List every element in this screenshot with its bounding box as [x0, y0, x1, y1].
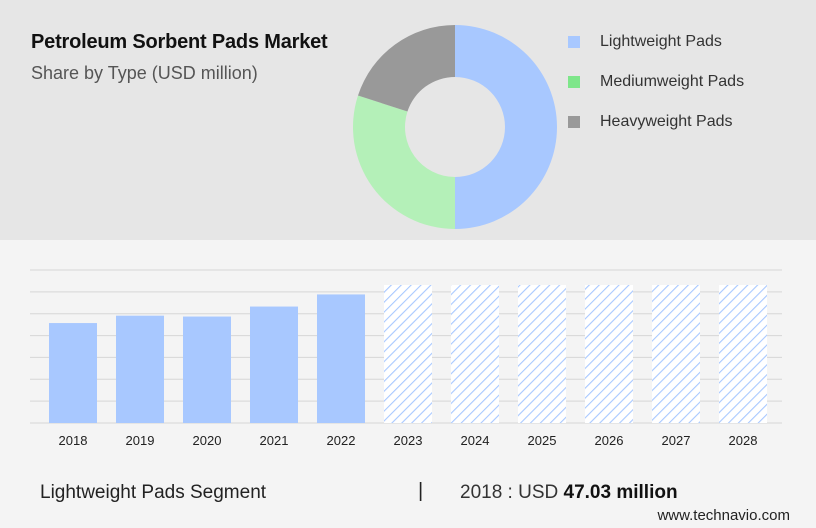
x-tick-label: 2018 — [59, 433, 88, 448]
chart-title: Petroleum Sorbent Pads Market — [31, 31, 328, 53]
donut-slice-heavyweight-pads — [357, 25, 455, 112]
chart-subtitle: Share by Type (USD million) — [31, 63, 258, 83]
footer-divider: | — [418, 480, 424, 502]
bar-2020 — [183, 316, 231, 423]
x-tick-label: 2021 — [260, 433, 289, 448]
footer-segment-label: Lightweight Pads Segment — [40, 482, 267, 503]
legend-label: Heavyweight Pads — [600, 113, 733, 130]
bar-2027 — [652, 285, 700, 423]
footer-value: 2018 : USD 47.03 million — [460, 482, 678, 504]
legend-item: Mediumweight Pads — [568, 62, 744, 102]
donut-slice-mediumweight-pads — [353, 95, 455, 229]
bar-2026 — [585, 285, 633, 423]
legend-swatch — [568, 116, 580, 128]
bar-2028 — [719, 285, 767, 423]
x-tick-label: 2025 — [528, 433, 557, 448]
bar-2018 — [49, 323, 97, 423]
source-link[interactable]: www.technavio.com — [657, 507, 790, 524]
bar-2025 — [518, 285, 566, 423]
legend-item: Heavyweight Pads — [568, 102, 744, 142]
x-tick-label: 2026 — [595, 433, 624, 448]
bar-2021 — [250, 306, 298, 423]
x-tick-label: 2024 — [461, 433, 490, 448]
bar-2024 — [451, 285, 499, 423]
footer-value-bold: 47.03 million — [563, 482, 678, 503]
bar-2023 — [384, 285, 432, 423]
legend-swatch — [568, 76, 580, 88]
x-tick-label: 2023 — [394, 433, 423, 448]
x-tick-label: 2028 — [729, 433, 758, 448]
bar-2019 — [116, 315, 164, 423]
legend-item: Lightweight Pads — [568, 22, 744, 62]
x-tick-label: 2022 — [327, 433, 356, 448]
x-tick-label: 2019 — [126, 433, 155, 448]
donut-legend: Lightweight Pads Mediumweight Pads Heavywe… — [568, 22, 744, 142]
x-tick-label: 2020 — [193, 433, 222, 448]
bar-2022 — [317, 294, 365, 423]
legend-label: Lightweight Pads — [600, 33, 722, 50]
donut-chart — [353, 25, 557, 229]
bar-chart: 2018 2019 2020 2021 2022 2023 2024 2025 2026 2027… — [30, 269, 782, 448]
x-tick-label: 2027 — [662, 433, 691, 448]
donut-slice-lightweight-pads — [455, 25, 557, 229]
legend-label: Mediumweight Pads — [600, 73, 745, 90]
legend-swatch — [568, 36, 580, 48]
footer-value-prefix: 2018 : USD — [460, 482, 559, 503]
